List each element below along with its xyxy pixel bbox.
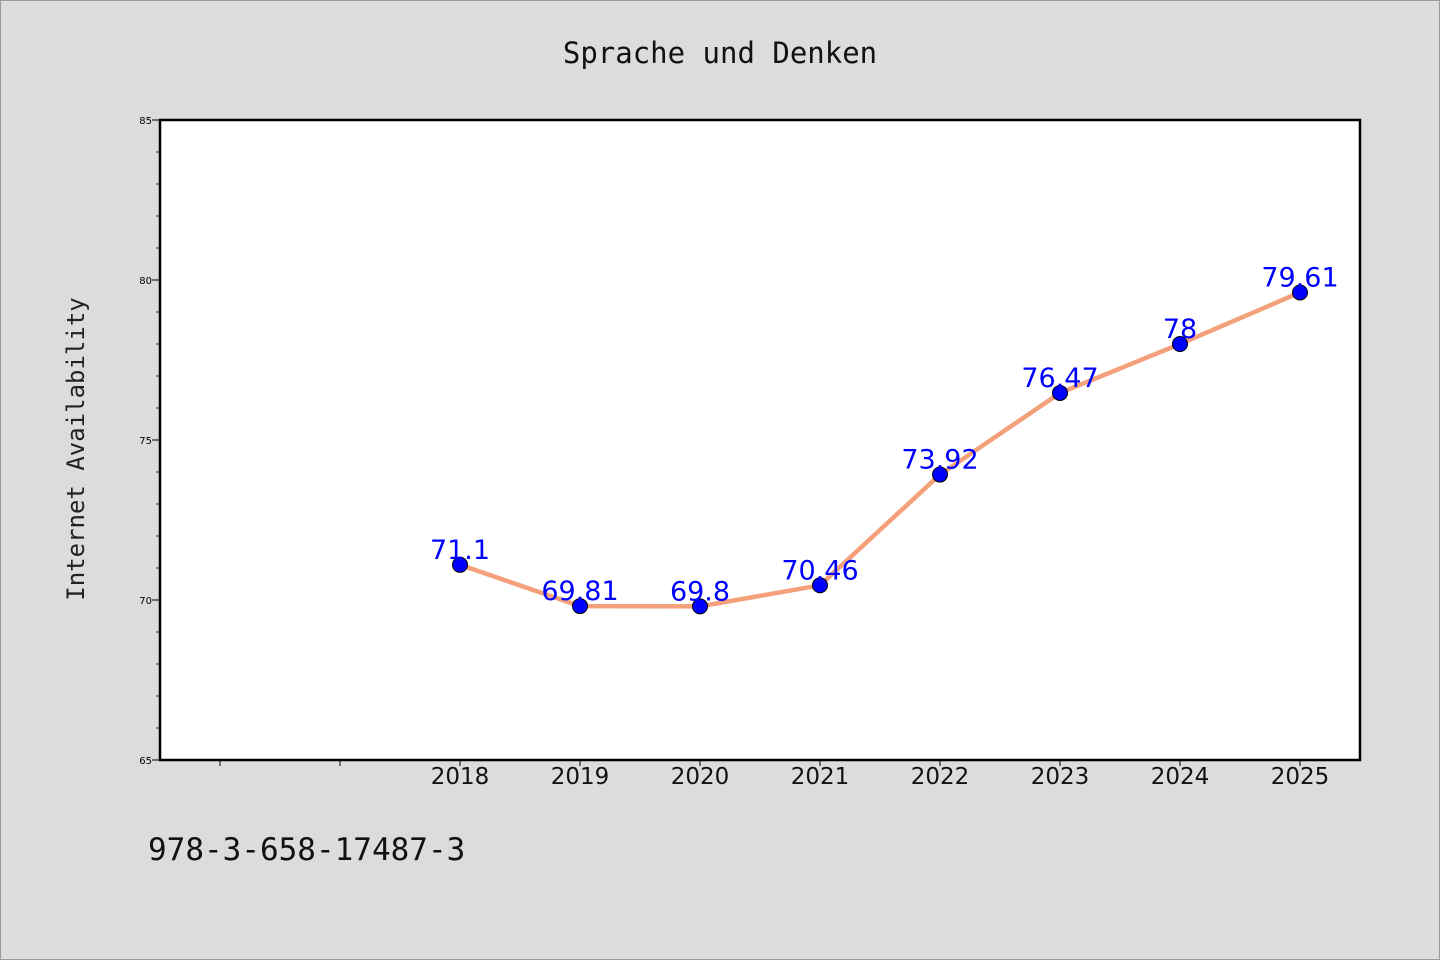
y-tick-label: 75 — [139, 436, 152, 447]
x-tick-label: 2020 — [671, 764, 730, 790]
y-tick-label: 80 — [139, 276, 152, 287]
y-tick-label: 85 — [139, 116, 152, 127]
data-label: 69.81 — [541, 576, 618, 607]
data-label: 70.46 — [781, 555, 858, 586]
chart-title: Sprache und Denken — [563, 36, 877, 70]
x-axis-ticks: 2018 2019 2020 2021 2022 2023 2024 2025 — [219, 760, 1330, 790]
y-axis-ticks: 65 70 75 80 85 — [139, 116, 160, 767]
data-label: 69.8 — [670, 576, 730, 607]
y-tick-label: 65 — [139, 756, 152, 767]
data-point — [1172, 336, 1188, 352]
data-label: 79.61 — [1261, 262, 1338, 293]
series-line — [457, 290, 1303, 609]
plot-area — [158, 118, 1362, 762]
data-point — [692, 598, 708, 615]
y-axis-label: Internet Availability — [62, 297, 90, 600]
y-tick-label: 70 — [139, 596, 152, 607]
data-label: 71.1 — [430, 535, 490, 566]
data-label: 78 — [1163, 314, 1197, 345]
data-point — [812, 577, 828, 594]
x-tick-label: 2021 — [791, 764, 850, 790]
x-tick-label: 2025 — [1271, 764, 1330, 790]
data-point — [932, 466, 948, 483]
x-tick-label: 2023 — [1031, 764, 1090, 790]
data-point — [572, 598, 588, 615]
series-layer: 71.1 69.81 69.8 70.46 73.92 76.47 78 79.61 — [430, 262, 1339, 615]
data-label: 73.92 — [901, 445, 978, 476]
data-point — [452, 556, 468, 573]
x-tick-label: 2022 — [911, 764, 970, 790]
data-point — [1052, 384, 1068, 401]
x-tick-label: 2019 — [551, 764, 610, 790]
x-tick-label: 2018 — [431, 764, 490, 790]
data-point — [1292, 284, 1308, 301]
x-tick-label: 2024 — [1151, 764, 1210, 790]
isbn-label: 978-3-658-17487-3 — [148, 832, 466, 868]
data-label: 76.47 — [1021, 363, 1098, 394]
